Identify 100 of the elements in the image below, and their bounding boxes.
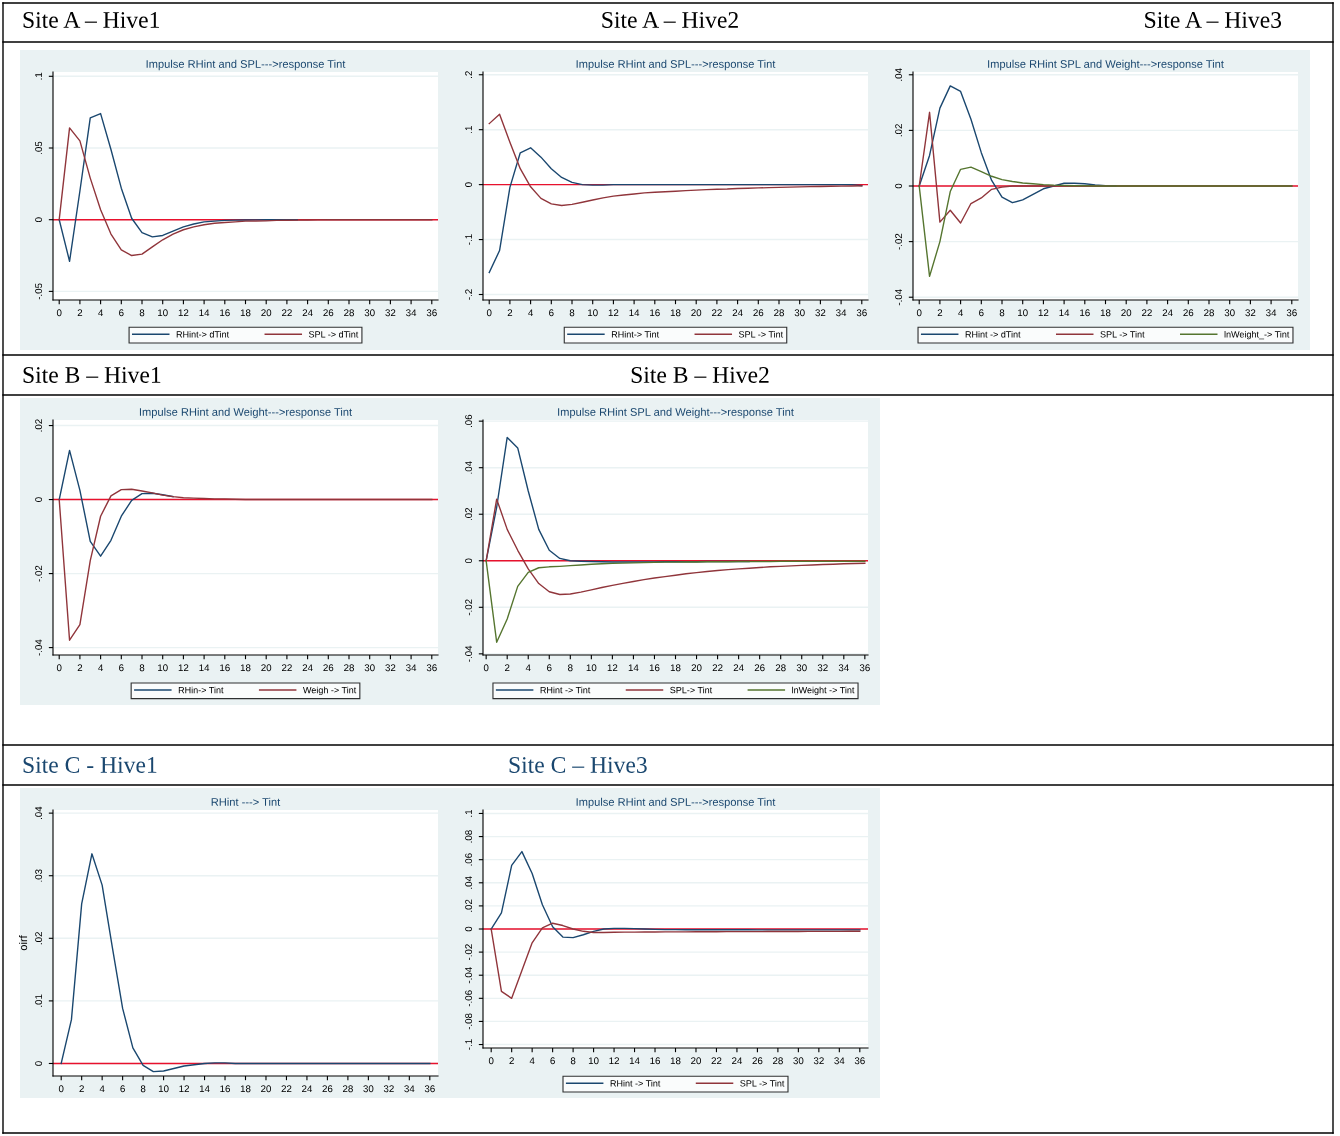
chart-subtitle: Impulse RHint SPL and Weight--->response Tint — [558, 407, 794, 419]
x-tick-label: 32 — [815, 309, 826, 317]
x-tick-label: 34 — [834, 1057, 845, 1065]
y-tick-label: .08 — [465, 830, 473, 843]
y-tick-label: -.04 — [35, 639, 43, 656]
x-tick-label: 34 — [404, 1085, 415, 1093]
x-tick-label: 10 — [588, 309, 598, 317]
x-tick-label: 26 — [753, 309, 764, 317]
legend-label: RHint -> dTint — [965, 330, 1021, 338]
x-tick-label: 14 — [1059, 309, 1070, 317]
y-tick-label: 0 — [465, 926, 473, 932]
x-tick-label: 32 — [1245, 309, 1256, 317]
y-tick-label: 0 — [35, 217, 43, 223]
x-tick-label: 34 — [1266, 309, 1277, 317]
legend-label: lnWeight_-> Tint — [1224, 330, 1290, 340]
x-tick-label: 20 — [691, 664, 702, 672]
x-tick-label: 8 — [568, 664, 573, 672]
x-tick-label: 32 — [817, 664, 828, 672]
x-tick-label: 2 — [509, 1057, 514, 1065]
x-tick-label: 20 — [261, 309, 272, 317]
y-tick-label: .04 — [895, 68, 903, 81]
x-tick-label: 6 — [119, 309, 124, 317]
x-tick-label: 32 — [385, 309, 396, 317]
x-tick-label: 0 — [486, 309, 492, 317]
x-tick-label: 2 — [77, 309, 83, 317]
x-tick-label: 12 — [178, 309, 189, 317]
x-tick-label: 0 — [483, 664, 489, 672]
x-tick-label: 36 — [1286, 309, 1297, 317]
x-tick-label: 4 — [958, 309, 964, 317]
x-tick-label: 8 — [139, 664, 145, 672]
x-tick-label: 16 — [220, 664, 230, 672]
x-tick-label: 16 — [1080, 309, 1090, 317]
x-tick-label: 34 — [406, 309, 417, 317]
y-tick-label: -.06 — [465, 990, 473, 1007]
x-tick-label: 12 — [607, 664, 618, 672]
x-tick-label: 36 — [426, 309, 437, 317]
x-tick-label: 30 — [364, 309, 375, 317]
x-tick-label: 34 — [406, 664, 417, 672]
x-tick-label: 0 — [916, 309, 922, 317]
x-tick-label: 2 — [937, 309, 943, 317]
x-tick-label: 36 — [426, 664, 437, 672]
y-tick-label: .02 — [895, 124, 903, 137]
x-tick-label: 26 — [752, 1057, 763, 1065]
x-tick-label: 26 — [322, 1085, 333, 1093]
x-tick-label: 22 — [712, 664, 723, 672]
x-tick-label: 30 — [793, 1057, 804, 1065]
x-tick-label: 14 — [628, 664, 639, 672]
x-tick-label: 30 — [364, 664, 375, 672]
x-tick-label: 24 — [732, 309, 743, 317]
x-tick-label: 16 — [649, 664, 660, 672]
x-tick-label: 24 — [1162, 309, 1173, 317]
x-tick-label: 16 — [650, 309, 660, 317]
x-tick-label: 10 — [588, 1057, 599, 1065]
y-tick-label: -.02 — [465, 944, 473, 961]
y-tick-label: -.2 — [465, 289, 472, 300]
x-tick-label: 6 — [547, 664, 552, 672]
x-tick-label: 34 — [836, 309, 847, 317]
x-tick-label: 10 — [1018, 309, 1028, 317]
legend-label: SPL -> Tint — [1100, 330, 1145, 338]
x-tick-label: 18 — [240, 309, 251, 317]
x-tick-label: 18 — [670, 664, 681, 672]
x-tick-label: 2 — [77, 664, 83, 672]
x-tick-label: 32 — [385, 664, 396, 672]
y-tick-label: 0 — [465, 182, 473, 187]
y-tick-label: 0 — [895, 183, 903, 189]
chart-title: Site C – Hive3 — [509, 757, 647, 773]
legend-label: SPL -> Tint — [740, 1079, 785, 1087]
x-tick-label: 18 — [670, 1057, 681, 1065]
x-tick-label: 8 — [139, 309, 145, 317]
y-tick-label: -.02 — [465, 599, 473, 616]
x-tick-label: 8 — [140, 1085, 146, 1093]
x-tick-label: 30 — [796, 664, 807, 672]
chart-title: Site C - Hive1 — [23, 757, 157, 773]
legend-label: RHin-> Tint — [178, 686, 224, 694]
x-tick-label: 16 — [650, 1057, 660, 1065]
x-tick-label: 10 — [158, 664, 168, 672]
x-tick-label: 30 — [794, 309, 805, 317]
y-tick-label: -.02 — [895, 233, 903, 250]
x-tick-label: 10 — [158, 309, 168, 317]
x-tick-label: 18 — [240, 1085, 251, 1093]
x-tick-label: 18 — [670, 309, 681, 317]
y-tick-label: .06 — [465, 414, 473, 428]
y-tick-label: -.02 — [35, 565, 43, 582]
x-tick-label: 6 — [119, 664, 124, 672]
y-tick-label: -.05 — [35, 283, 43, 300]
y-tick-label: .1 — [465, 809, 472, 817]
y-tick-label: .1 — [35, 72, 42, 80]
y-tick-label: -.1 — [465, 1039, 472, 1050]
y-tick-label: 0 — [35, 497, 43, 502]
x-tick-label: 12 — [178, 664, 189, 672]
x-tick-label: 28 — [342, 1085, 353, 1093]
x-tick-label: 14 — [199, 309, 210, 317]
y-tick-label: -.04 — [465, 967, 473, 984]
legend-label: RHint-> Tint — [611, 330, 660, 338]
x-tick-label: 6 — [120, 1085, 125, 1093]
x-tick-label: 14 — [629, 309, 640, 317]
legend-label: SPL-> Tint — [670, 686, 713, 694]
x-tick-label: 28 — [344, 309, 354, 317]
x-tick-label: 36 — [859, 664, 870, 672]
x-tick-label: 8 — [569, 309, 575, 317]
